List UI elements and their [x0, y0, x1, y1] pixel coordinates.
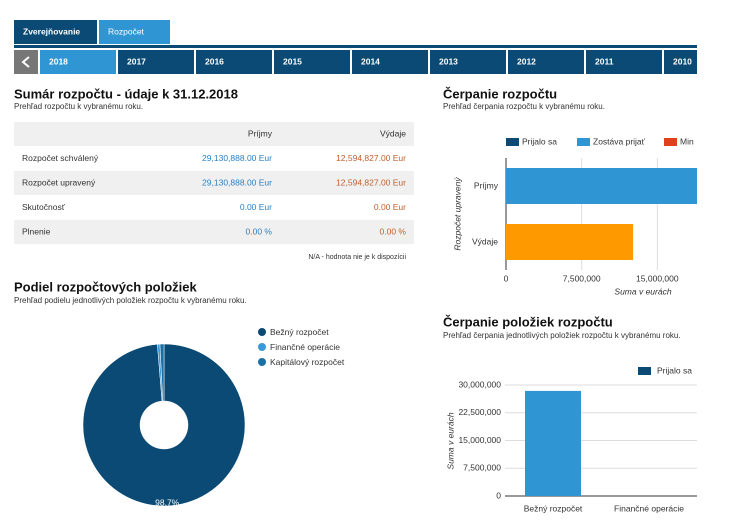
- year-label: 2017: [127, 56, 146, 66]
- table-row-label: Rozpočet schválený: [22, 153, 99, 163]
- year-tab[interactable]: [586, 50, 662, 74]
- year-label: 2012: [517, 56, 536, 66]
- table-row-bg: [14, 146, 414, 171]
- y-tick-label: Výdaje: [472, 236, 498, 246]
- legend-swatch: [638, 367, 651, 375]
- legend-swatch: [258, 328, 266, 336]
- y-tick-label: Príjmy: [474, 180, 499, 190]
- bar: [506, 224, 634, 260]
- table-row-bg: [14, 220, 414, 244]
- legend-label: Bežný rozpočet: [270, 327, 329, 337]
- legend-swatch: [664, 138, 677, 146]
- table-row-bg: [14, 122, 414, 146]
- chart-title: Čerpanie položiek rozpočtu: [443, 314, 613, 329]
- y-tick-label: 15,000,000: [458, 435, 501, 445]
- y-tick-label: 22,500,000: [458, 407, 501, 417]
- bar: [525, 390, 581, 496]
- legend-label: Zostáva prijať: [593, 136, 646, 146]
- tab[interactable]: [99, 20, 170, 44]
- chart-title: Podiel rozpočtových položiek: [14, 279, 198, 294]
- table-row-bg: [14, 171, 414, 195]
- table-cell: 0.00 Eur: [240, 202, 272, 212]
- table-row-label: Skutočnosť: [22, 202, 66, 212]
- year-label: 2018: [49, 56, 68, 66]
- legend-label: Prijalo sa: [522, 136, 557, 146]
- table-cell: 12,594,827.00 Eur: [336, 177, 406, 187]
- year-tab[interactable]: [664, 50, 735, 74]
- section-subtitle: Prehľad rozpočtu k vybranému roku.: [14, 102, 143, 111]
- legend-swatch: [506, 138, 519, 146]
- year-label: 2014: [361, 56, 380, 66]
- section-title: Sumár rozpočtu - údaje k 31.12.2018: [14, 86, 238, 101]
- year-tab[interactable]: [508, 50, 584, 74]
- legend-swatch: [577, 138, 590, 146]
- x-tick-label: 15,000,000: [636, 273, 679, 283]
- vbar-chart: Prijalo sa: [505, 365, 697, 497]
- table-cell: 12,594,827.00 Eur: [336, 153, 406, 163]
- table-cell: 0.00 %: [246, 226, 273, 236]
- bar: [506, 168, 697, 204]
- table-cell: 29,130,888.00 Eur: [202, 177, 272, 187]
- year-tab[interactable]: [430, 50, 506, 74]
- table-cell: 0.00 %: [380, 226, 407, 236]
- x-tick-label: Bežný rozpočet: [524, 503, 583, 513]
- x-tick-label: Finančné operácie: [614, 503, 684, 513]
- year-tab[interactable]: [40, 50, 116, 74]
- year-tab[interactable]: [352, 50, 428, 74]
- tab-label: Zverejňovanie: [23, 26, 80, 36]
- table-header: Príjmy: [248, 128, 273, 138]
- table-cell: 0.00 Eur: [374, 202, 406, 212]
- y-tick-label: 0: [496, 490, 501, 500]
- year-label: 2015: [283, 56, 302, 66]
- chart-subtitle: Prehľad čerpania rozpočtu k vybranému ro…: [443, 102, 605, 111]
- legend-swatch: [258, 343, 266, 351]
- table-header: Výdaje: [380, 128, 406, 138]
- pie-slice: [159, 343, 165, 402]
- table-row-label: Plnenie: [22, 226, 51, 236]
- year-label: 2010: [673, 56, 692, 66]
- x-axis-title: Suma v eurách: [614, 286, 671, 296]
- year-label: 2013: [439, 56, 458, 66]
- legend-item: Kapitálový rozpočet: [258, 356, 348, 368]
- year-bar: 2018 2017 2016 2015 2014 2013 2012 2011 2010: [40, 50, 735, 74]
- chart-subtitle: Prehľad podielu jednotlivých položiek ro…: [14, 296, 247, 305]
- y-axis-title: Rozpočet upravený: [452, 177, 462, 251]
- legend-label: Min: [680, 136, 694, 146]
- legend-label: Finančné operácie: [270, 342, 340, 352]
- tab-underline: [14, 45, 697, 48]
- back-button[interactable]: [14, 50, 38, 74]
- back-arrow: [21, 56, 30, 68]
- y-tick-label: 30,000,000: [458, 379, 501, 389]
- year-label: 2016: [205, 56, 224, 66]
- legend-label: Kapitálový rozpočet: [270, 357, 345, 367]
- table-row-bg: [14, 195, 414, 220]
- hbar-chart: Prijalo sa Zostáva prijať Min 0 7,500,000 15,…: [504, 136, 735, 283]
- pie-value-label: 98.7%: [155, 498, 180, 508]
- x-tick-label: 7,500,000: [563, 273, 601, 283]
- legend-swatch: [258, 358, 266, 366]
- legend-item: Bežný rozpočet: [258, 326, 348, 338]
- x-tick-label: 22,500,000: [712, 273, 735, 283]
- legend-label: Prijalo sa: [657, 365, 692, 375]
- table-note: N/A - hodnota nie je k dispozícii: [308, 254, 406, 261]
- year-tab[interactable]: [196, 50, 272, 74]
- y-axis-title: Suma v eurách: [445, 412, 455, 469]
- x-tick-label: 0: [504, 273, 509, 283]
- year-tab[interactable]: [118, 50, 194, 74]
- chart-title: Čerpanie rozpočtu: [443, 86, 557, 101]
- y-tick-label: 7,500,000: [463, 463, 501, 473]
- legend-item: Finančné operácie: [258, 341, 348, 353]
- tab-label: Rozpočet: [108, 26, 145, 36]
- table-row-label: Rozpočet upravený: [22, 177, 96, 187]
- table-cell: 29,130,888.00 Eur: [202, 153, 272, 163]
- chart-subtitle: Prehľad čerpania jednotlivých položiek r…: [443, 331, 681, 340]
- year-label: 2011: [595, 56, 614, 66]
- tab[interactable]: [14, 20, 97, 44]
- pie-legend: Bežný rozpočet Finančné operácie Kapitálov…: [258, 326, 348, 371]
- year-tab[interactable]: [274, 50, 350, 74]
